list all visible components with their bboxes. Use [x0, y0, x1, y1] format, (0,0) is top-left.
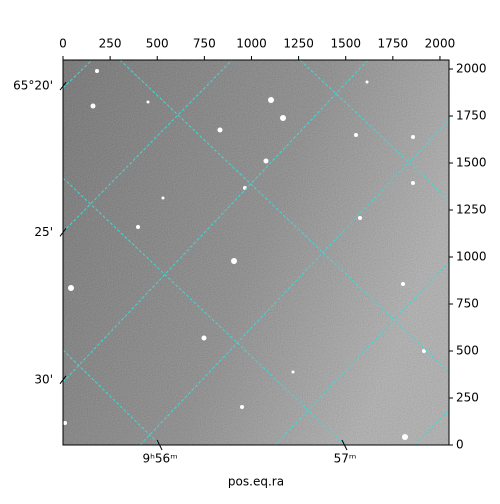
y-tick-label: 500 — [456, 344, 479, 358]
x-tick-label: 1750 — [378, 37, 409, 51]
sky-grid — [63, 60, 449, 445]
x-tick-label: 250 — [99, 37, 122, 51]
ra-tick — [156, 439, 163, 451]
dec-tick — [59, 375, 67, 385]
x-tick-label: 750 — [193, 37, 216, 51]
x-tick-label: 1500 — [330, 37, 361, 51]
dec-tick-label: 65°20' — [13, 79, 53, 93]
x-tick-label: 1250 — [283, 37, 314, 51]
y-tick-label: 1000 — [456, 250, 487, 264]
ra-tick — [341, 439, 348, 451]
coordinate-grid-line — [119, 60, 449, 373]
coordinate-grid-line — [63, 60, 369, 383]
x-axis-label: pos.eq.ra — [228, 475, 284, 489]
y-tick-label: 0 — [456, 438, 464, 452]
ra-tick-label: 57ᵐ — [334, 452, 357, 466]
coordinate-grid-line — [414, 409, 449, 445]
y-tick-label: 2000 — [456, 62, 487, 76]
x-tick-label: 2000 — [425, 37, 456, 51]
sky-image — [63, 60, 449, 445]
x-tick-label: 0 — [59, 37, 67, 51]
ra-tick-label: 9ʰ56ᵐ — [142, 452, 177, 466]
dec-tick-label: 25' — [34, 225, 53, 239]
x-tick-label: 1000 — [236, 37, 267, 51]
coordinate-grid-line — [63, 60, 233, 233]
y-tick-label: 750 — [456, 297, 479, 311]
plot-frame — [62, 59, 450, 446]
y-tick-label: 1500 — [456, 156, 487, 170]
coordinate-grid-line — [274, 261, 449, 445]
dec-tick-label: 30' — [34, 372, 53, 386]
coordinate-grid-line — [299, 60, 449, 201]
y-tick-label: 250 — [456, 391, 479, 405]
x-tick-label: 500 — [146, 37, 169, 51]
dec-tick — [59, 228, 67, 237]
y-tick-label: 1250 — [456, 203, 487, 217]
coordinate-grid-line — [63, 60, 93, 89]
coordinate-grid-line — [63, 349, 161, 445]
y-tick-label: 1750 — [456, 109, 487, 123]
dec-tick — [59, 81, 67, 91]
